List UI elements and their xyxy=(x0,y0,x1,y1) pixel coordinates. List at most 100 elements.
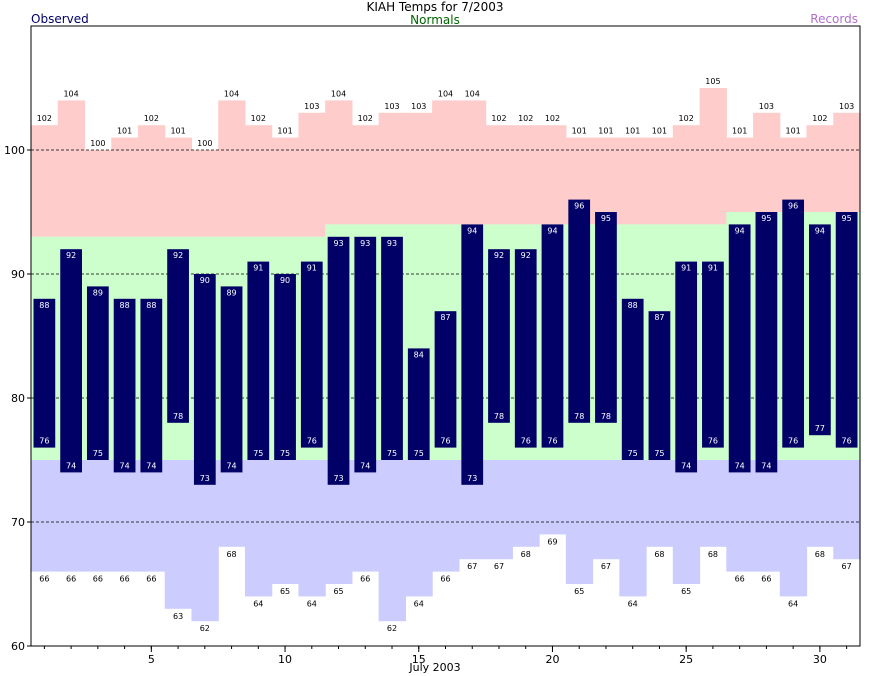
observed-bar xyxy=(541,224,564,448)
record-low-band xyxy=(779,460,808,597)
observed-low-label: 74 xyxy=(681,461,691,470)
observed-high-label: 93 xyxy=(387,239,397,248)
record-low-label: 68 xyxy=(815,550,825,559)
record-high-band xyxy=(351,125,380,225)
observed-bar xyxy=(434,311,457,448)
record-low-label: 64 xyxy=(307,599,317,608)
record-high-label: 104 xyxy=(63,89,78,98)
record-low-label: 68 xyxy=(521,550,531,559)
record-low-band xyxy=(164,460,193,609)
observed-bars xyxy=(33,199,858,485)
observed-low-label: 78 xyxy=(574,412,584,421)
record-high-band xyxy=(672,125,701,225)
observed-high-label: 90 xyxy=(200,276,210,285)
record-high-band xyxy=(271,137,300,237)
record-low-band xyxy=(191,460,219,622)
data-labels: 102 66 88 76 104 66 92 74 100 66 89 75 101 66 88 74 102 6… xyxy=(37,77,855,633)
record-high-label: 102 xyxy=(251,114,266,123)
record-high-band xyxy=(111,137,139,237)
observed-bar xyxy=(407,348,430,460)
record-low-label: 67 xyxy=(467,562,477,571)
record-high-label: 102 xyxy=(144,114,159,123)
record-high-band xyxy=(191,150,219,237)
observed-bar xyxy=(755,212,778,473)
record-high-label: 102 xyxy=(545,114,560,123)
observed-low-label: 75 xyxy=(280,449,290,458)
record-low-band xyxy=(31,460,59,572)
record-low-band xyxy=(619,460,647,597)
observed-low-label: 75 xyxy=(387,449,397,458)
record-low-band xyxy=(539,460,567,535)
observed-high-label: 89 xyxy=(226,288,236,297)
record-high-label: 103 xyxy=(759,102,774,111)
record-low-band xyxy=(378,460,406,622)
observed-low-label: 75 xyxy=(628,449,638,458)
observed-high-label: 91 xyxy=(253,264,263,273)
record-low-label: 64 xyxy=(788,599,798,608)
record-high-label: 101 xyxy=(572,127,587,136)
axes: 60 70 80 90 100 5 10 15 20 25 30 xyxy=(4,25,861,666)
record-low-label: 65 xyxy=(280,587,290,596)
observed-low-label: 76 xyxy=(708,437,718,446)
x-tick-label: 10 xyxy=(278,653,292,666)
record-high-band xyxy=(57,100,86,237)
record-high-label: 102 xyxy=(679,114,694,123)
record-low-label: 66 xyxy=(120,575,130,584)
observed-low-label: 76 xyxy=(788,437,798,446)
observed-low-label: 76 xyxy=(307,437,317,446)
observed-bar xyxy=(675,261,698,473)
record-high-band xyxy=(31,125,59,237)
observed-bar xyxy=(354,236,377,473)
record-low-label: 67 xyxy=(842,562,852,571)
observed-high-label: 84 xyxy=(414,350,424,359)
chart-title: KIAH Temps for 7/2003 xyxy=(366,0,504,14)
observed-low-label: 74 xyxy=(146,461,156,470)
observed-bar xyxy=(835,212,858,448)
observed-high-label: 92 xyxy=(66,251,76,260)
observed-high-label: 88 xyxy=(39,301,49,310)
observed-bar xyxy=(140,298,163,473)
observed-high-label: 87 xyxy=(440,313,450,322)
observed-bar xyxy=(247,261,270,460)
observed-bar xyxy=(33,298,56,448)
record-high-band xyxy=(619,137,647,225)
record-low-label: 66 xyxy=(146,575,156,584)
record-low-label: 66 xyxy=(93,575,103,584)
observed-bar xyxy=(782,199,805,448)
record-low-band xyxy=(137,460,166,572)
record-low-band xyxy=(833,460,861,560)
x-tick-label: 25 xyxy=(679,653,693,666)
observed-bar xyxy=(167,249,189,423)
record-low-band xyxy=(592,460,620,560)
record-high-label: 101 xyxy=(170,127,185,136)
observed-low-label: 75 xyxy=(253,449,263,458)
record-high-label: 101 xyxy=(652,127,667,136)
x-tick-label: 20 xyxy=(545,653,559,666)
record-low-band xyxy=(405,460,433,597)
record-low-label: 69 xyxy=(547,537,557,546)
observed-bar xyxy=(621,298,644,460)
record-high-label: 103 xyxy=(839,102,854,111)
observed-bar xyxy=(702,261,724,448)
record-high-label: 102 xyxy=(37,114,52,123)
observed-low-label: 74 xyxy=(66,461,76,470)
record-high-band xyxy=(512,125,540,225)
observed-high-label: 89 xyxy=(93,288,103,297)
observed-high-label: 88 xyxy=(146,301,156,310)
record-high-label: 101 xyxy=(117,127,132,136)
record-low-band xyxy=(432,460,460,572)
observed-bar xyxy=(809,224,831,436)
observed-low-label: 75 xyxy=(414,449,424,458)
observed-high-label: 93 xyxy=(333,239,343,248)
observed-low-label: 75 xyxy=(654,449,664,458)
observed-low-label: 77 xyxy=(815,424,825,433)
record-high-band xyxy=(592,137,620,225)
record-low-band xyxy=(806,460,834,547)
legend-normals: Normals xyxy=(410,13,460,27)
observed-bar xyxy=(381,236,403,460)
record-high-band xyxy=(432,100,460,225)
record-low-label: 66 xyxy=(761,575,771,584)
record-low-band xyxy=(646,460,674,547)
observed-bar xyxy=(60,249,82,473)
